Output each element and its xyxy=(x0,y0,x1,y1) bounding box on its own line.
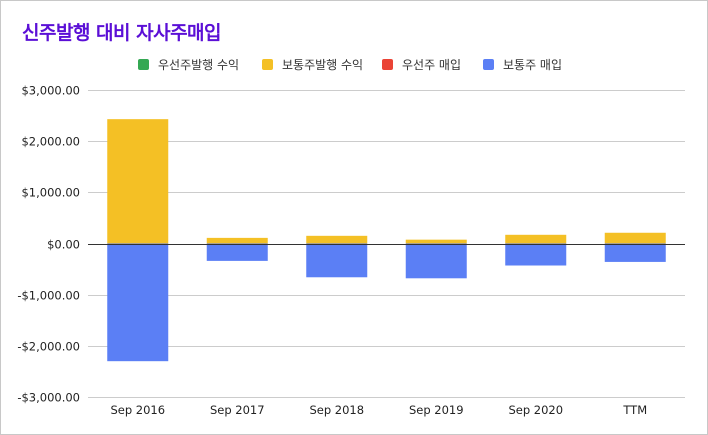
legend-label: 보통주발행 수익 xyxy=(282,57,364,72)
bar xyxy=(206,243,268,261)
bar xyxy=(505,234,567,244)
x-tick-label: Sep 2020 xyxy=(508,403,563,417)
y-tick-label: $0.00 xyxy=(47,238,80,252)
bar xyxy=(206,237,268,244)
legend-item-common-issuance[interactable]: 보통주발행 수익 xyxy=(262,56,363,72)
y-tick-label: $3,000.00 xyxy=(21,84,80,98)
legend-label: 우선주발행 수익 xyxy=(158,57,240,72)
bar xyxy=(604,243,666,262)
x-tick-label: Sep 2018 xyxy=(309,403,364,417)
legend-label: 보통주 매입 xyxy=(503,57,563,72)
y-tick-label: -$1,000.00 xyxy=(17,289,80,303)
y-tick-label: $2,000.00 xyxy=(21,135,80,149)
bar xyxy=(107,243,169,362)
legend-swatch xyxy=(382,58,393,70)
bar xyxy=(306,243,368,278)
y-tick-label: -$2,000.00 xyxy=(17,340,80,354)
legend-swatch xyxy=(483,58,494,70)
chart-title: 신주발행 대비 자사주매입 xyxy=(22,22,222,44)
y-tick-label: $1,000.00 xyxy=(21,186,80,200)
x-tick-label: Sep 2019 xyxy=(409,403,464,417)
legend-swatch xyxy=(262,58,273,70)
bar xyxy=(107,119,169,244)
x-tick-label: TTM xyxy=(622,403,647,417)
legend: 우선주발행 수익 보통주발행 수익 우선주 매입 보통주 매입 xyxy=(0,56,708,72)
bar xyxy=(306,235,368,244)
bar xyxy=(604,232,666,244)
bar xyxy=(505,243,567,266)
bar xyxy=(405,239,467,244)
legend-label: 우선주 매입 xyxy=(402,57,462,72)
legend-item-preferred-issuance[interactable]: 우선주발행 수익 xyxy=(138,56,239,72)
y-tick-label: -$3,000.00 xyxy=(17,391,80,405)
legend-item-preferred-buyback[interactable]: 우선주 매입 xyxy=(382,56,461,72)
legend-swatch xyxy=(138,58,149,70)
x-tick-label: Sep 2016 xyxy=(110,403,165,417)
bar xyxy=(405,243,467,279)
legend-item-common-buyback[interactable]: 보통주 매입 xyxy=(483,56,562,72)
x-tick-label: Sep 2017 xyxy=(210,403,265,417)
